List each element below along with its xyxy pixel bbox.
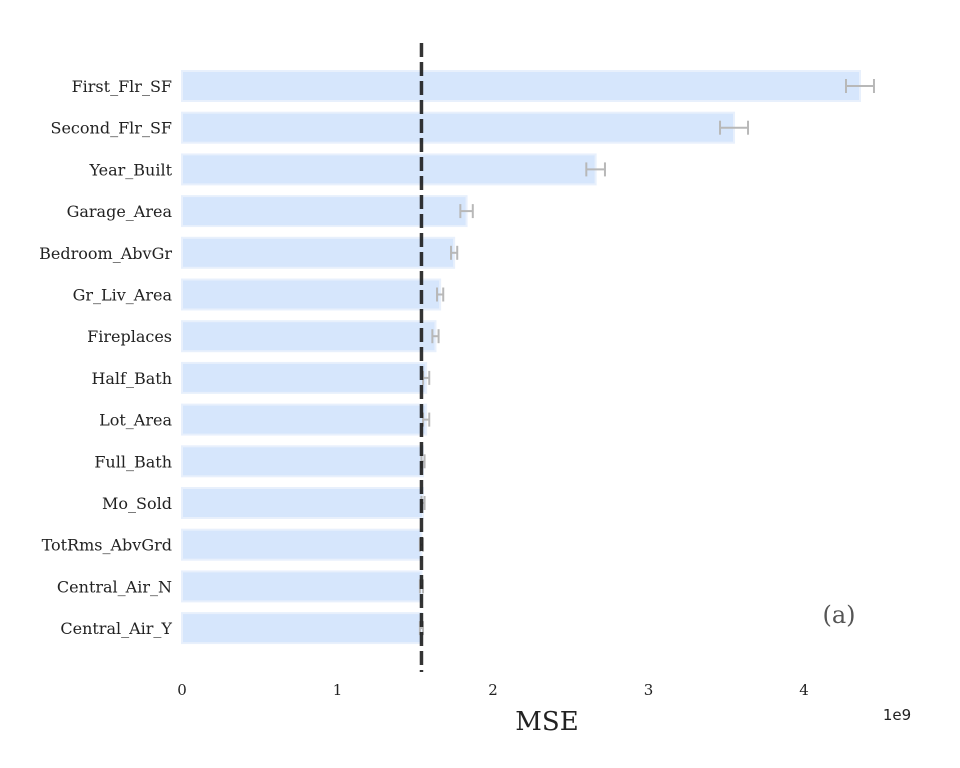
x-tick-label: 0 xyxy=(177,681,187,699)
bar-Full_Bath xyxy=(181,445,425,478)
bar-Garage_Area xyxy=(181,195,468,228)
error-bar-Gr_Liv_Area xyxy=(436,287,445,302)
bar-Bedroom_AbvGr xyxy=(181,236,456,269)
bar-Half_Bath xyxy=(181,361,428,394)
error-bar-Bedroom_AbvGr xyxy=(450,245,459,260)
bar-First_Flr_SF xyxy=(181,70,861,102)
y-tick-label: Mo_Sold xyxy=(102,494,172,513)
bar-Central_Air_Y xyxy=(181,612,423,645)
error-bars-group xyxy=(418,79,875,636)
y-tick-label: Half_Bath xyxy=(91,369,172,388)
y-tick-label: Full_Bath xyxy=(94,452,172,471)
error-bar-Year_Built xyxy=(585,162,606,177)
y-tick-label: TotRms_AbvGrd xyxy=(42,536,172,555)
x-axis-label: MSE xyxy=(515,707,578,737)
panel-label: (a) xyxy=(822,601,855,629)
x-tick-label: 2 xyxy=(488,681,498,699)
bar-Year_Built xyxy=(181,153,597,186)
y-tick-label: Fireplaces xyxy=(87,327,172,346)
bar-Fireplaces xyxy=(181,320,437,353)
y-tick-labels: First_Flr_SF Second_Flr_SF Year_Built Garag… xyxy=(39,77,172,638)
x-tick-label: 4 xyxy=(799,681,809,699)
bars-group xyxy=(181,70,861,645)
bar-Mo_Sold xyxy=(181,487,425,519)
x-tick-label: 3 xyxy=(644,681,654,699)
y-tick-label: Lot_Area xyxy=(99,411,172,430)
y-tick-label: Central_Air_N xyxy=(57,577,172,596)
error-bar-Fireplaces xyxy=(431,329,440,344)
y-tick-label: Bedroom_AbvGr xyxy=(39,244,172,263)
y-tick-label: First_Flr_SF xyxy=(72,77,172,96)
bar-TotRms_AbvGrd xyxy=(181,528,423,561)
bar-Lot_Area xyxy=(181,403,428,436)
bar-Second_Flr_SF xyxy=(181,111,736,144)
error-bar-Garage_Area xyxy=(459,204,474,219)
y-tick-label: Garage_Area xyxy=(67,202,173,221)
x-axis-offset-label: 1e9 xyxy=(883,706,911,724)
y-tick-label: Second_Flr_SF xyxy=(51,119,173,138)
y-tick-label: Gr_Liv_Area xyxy=(73,286,173,305)
x-tick-label: 1 xyxy=(333,681,343,699)
bar-Central_Air_N xyxy=(181,570,423,603)
y-tick-label: Central_Air_Y xyxy=(60,619,172,638)
bar-Gr_Liv_Area xyxy=(181,278,442,311)
error-bar-First_Flr_SF xyxy=(844,79,875,93)
x-tick-labels: 0 1 2 3 4 xyxy=(177,681,809,699)
y-tick-label: Year_Built xyxy=(88,160,172,179)
error-bar-Second_Flr_SF xyxy=(719,120,750,135)
